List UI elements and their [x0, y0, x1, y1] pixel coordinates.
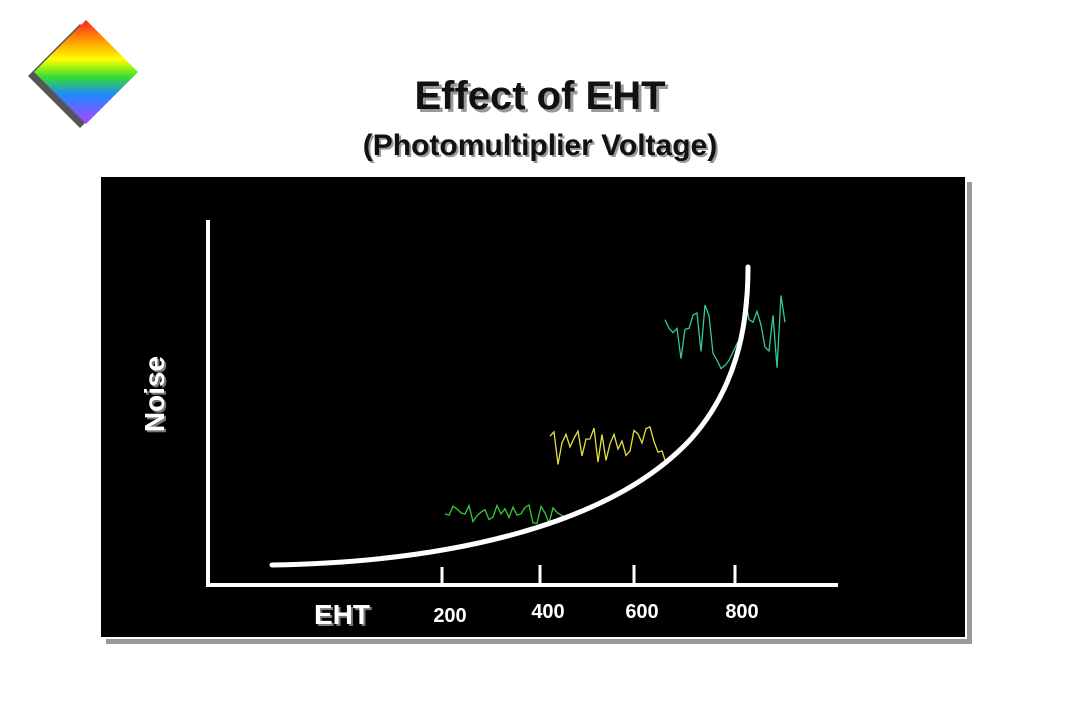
x-label-shadow: EHT — [316, 601, 372, 632]
noise-trace — [664, 295, 786, 370]
noise-traces — [444, 295, 786, 526]
noise-trace — [444, 503, 566, 526]
noise-curve — [269, 264, 751, 568]
title-shadow: Effect of EHT — [417, 77, 668, 121]
subtitle: (Photomultiplier Voltage) — [363, 129, 717, 162]
x-tick-label: 600 — [625, 601, 658, 623]
chart-panel — [99, 175, 967, 639]
logo — [28, 20, 138, 128]
x-tick-label: 200 — [433, 605, 466, 627]
noise-trace — [549, 426, 667, 465]
y-label-shadow: Noise — [141, 358, 172, 434]
title: Effect of EHT — [414, 74, 665, 118]
x-tick-label: 800 — [725, 601, 758, 623]
y-label: Noise — [139, 356, 170, 432]
x-ticks — [440, 565, 737, 585]
x-label: EHT — [314, 599, 370, 630]
subtitle-shadow: (Photomultiplier Voltage) — [365, 131, 719, 164]
x-tick-label: 400 — [531, 601, 564, 623]
